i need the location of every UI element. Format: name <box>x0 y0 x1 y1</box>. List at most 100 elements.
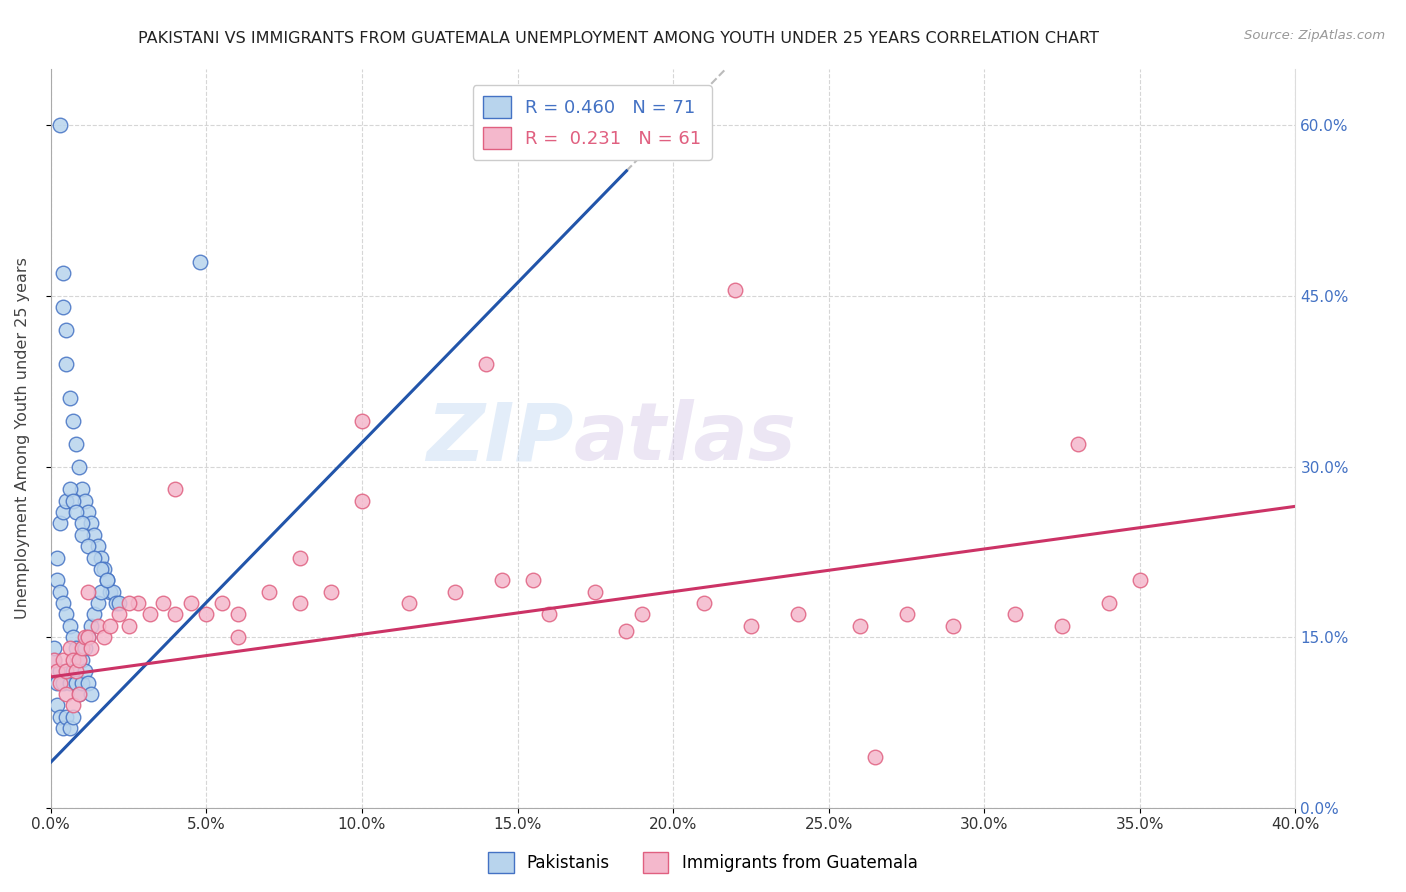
Point <box>98 584 121 599</box>
Point <box>350 493 373 508</box>
Point <box>740 618 762 632</box>
Text: atlas: atlas <box>574 399 796 477</box>
Point <box>108 607 131 622</box>
Point <box>180 596 202 610</box>
Point <box>257 584 280 599</box>
Point <box>491 573 513 587</box>
Text: Source: ZipAtlas.com: Source: ZipAtlas.com <box>1244 29 1385 42</box>
Point <box>165 483 187 497</box>
Point <box>55 493 77 508</box>
Point <box>86 618 108 632</box>
Legend: Pakistanis, Immigrants from Guatemala: Pakistanis, Immigrants from Guatemala <box>482 846 924 880</box>
Point <box>96 573 118 587</box>
Point <box>62 664 84 678</box>
Point <box>65 675 87 690</box>
Point <box>67 687 90 701</box>
Point <box>1050 618 1073 632</box>
Point <box>52 301 75 315</box>
Point <box>77 675 100 690</box>
Point <box>288 550 311 565</box>
Point <box>58 721 80 735</box>
Point <box>58 483 80 497</box>
Point <box>117 618 139 632</box>
Point <box>65 437 87 451</box>
Point <box>52 721 75 735</box>
Point <box>188 255 211 269</box>
Point <box>350 414 373 428</box>
Point <box>55 709 77 723</box>
Point <box>83 550 105 565</box>
Point <box>46 698 69 713</box>
Point <box>475 357 498 371</box>
Point <box>1129 573 1152 587</box>
Point <box>70 675 93 690</box>
Point <box>55 323 77 337</box>
Point <box>67 653 90 667</box>
Point <box>55 357 77 371</box>
Point <box>46 573 69 587</box>
Point <box>70 653 93 667</box>
Point <box>52 596 75 610</box>
Point <box>90 562 112 576</box>
Point <box>49 516 72 531</box>
Point <box>127 596 149 610</box>
Point <box>62 698 84 713</box>
Text: PAKISTANI VS IMMIGRANTS FROM GUATEMALA UNEMPLOYMENT AMONG YOUTH UNDER 25 YEARS C: PAKISTANI VS IMMIGRANTS FROM GUATEMALA U… <box>138 31 1099 46</box>
Point <box>42 653 65 667</box>
Point <box>70 528 93 542</box>
Point <box>288 596 311 610</box>
Point <box>942 618 965 632</box>
Point <box>58 641 80 656</box>
Point <box>165 607 187 622</box>
Point <box>108 596 131 610</box>
Point <box>117 596 139 610</box>
Point <box>96 573 118 587</box>
Point <box>70 516 93 531</box>
Point <box>46 664 69 678</box>
Point <box>319 584 342 599</box>
Point <box>58 392 80 406</box>
Point <box>98 618 121 632</box>
Point <box>49 709 72 723</box>
Point <box>616 624 638 639</box>
Point <box>724 283 747 297</box>
Point <box>537 607 560 622</box>
Point <box>49 664 72 678</box>
Point <box>42 641 65 656</box>
Point <box>55 687 77 701</box>
Point <box>90 584 112 599</box>
Point <box>46 675 69 690</box>
Point <box>211 596 233 610</box>
Point <box>865 749 887 764</box>
Point <box>86 596 108 610</box>
Point <box>101 584 124 599</box>
Point <box>152 596 174 610</box>
Point <box>73 630 96 644</box>
Point <box>631 607 654 622</box>
Point <box>67 459 90 474</box>
Point <box>52 675 75 690</box>
Point <box>226 607 249 622</box>
Point <box>77 630 100 644</box>
Point <box>62 653 84 667</box>
Point <box>83 528 105 542</box>
Point <box>62 414 84 428</box>
Point <box>398 596 420 610</box>
Point <box>77 630 100 644</box>
Point <box>80 641 103 656</box>
Point <box>1004 607 1026 622</box>
Text: ZIP: ZIP <box>426 399 574 477</box>
Point <box>73 641 96 656</box>
Point <box>522 573 544 587</box>
Point <box>52 505 75 519</box>
Legend: R = 0.460   N = 71, R =  0.231   N = 61: R = 0.460 N = 71, R = 0.231 N = 61 <box>472 85 711 160</box>
Point <box>49 584 72 599</box>
Point <box>105 596 128 610</box>
Point <box>49 119 72 133</box>
Point <box>80 618 103 632</box>
Point <box>226 630 249 644</box>
Point <box>195 607 218 622</box>
Point <box>65 664 87 678</box>
Point <box>693 596 716 610</box>
Point <box>1066 437 1088 451</box>
